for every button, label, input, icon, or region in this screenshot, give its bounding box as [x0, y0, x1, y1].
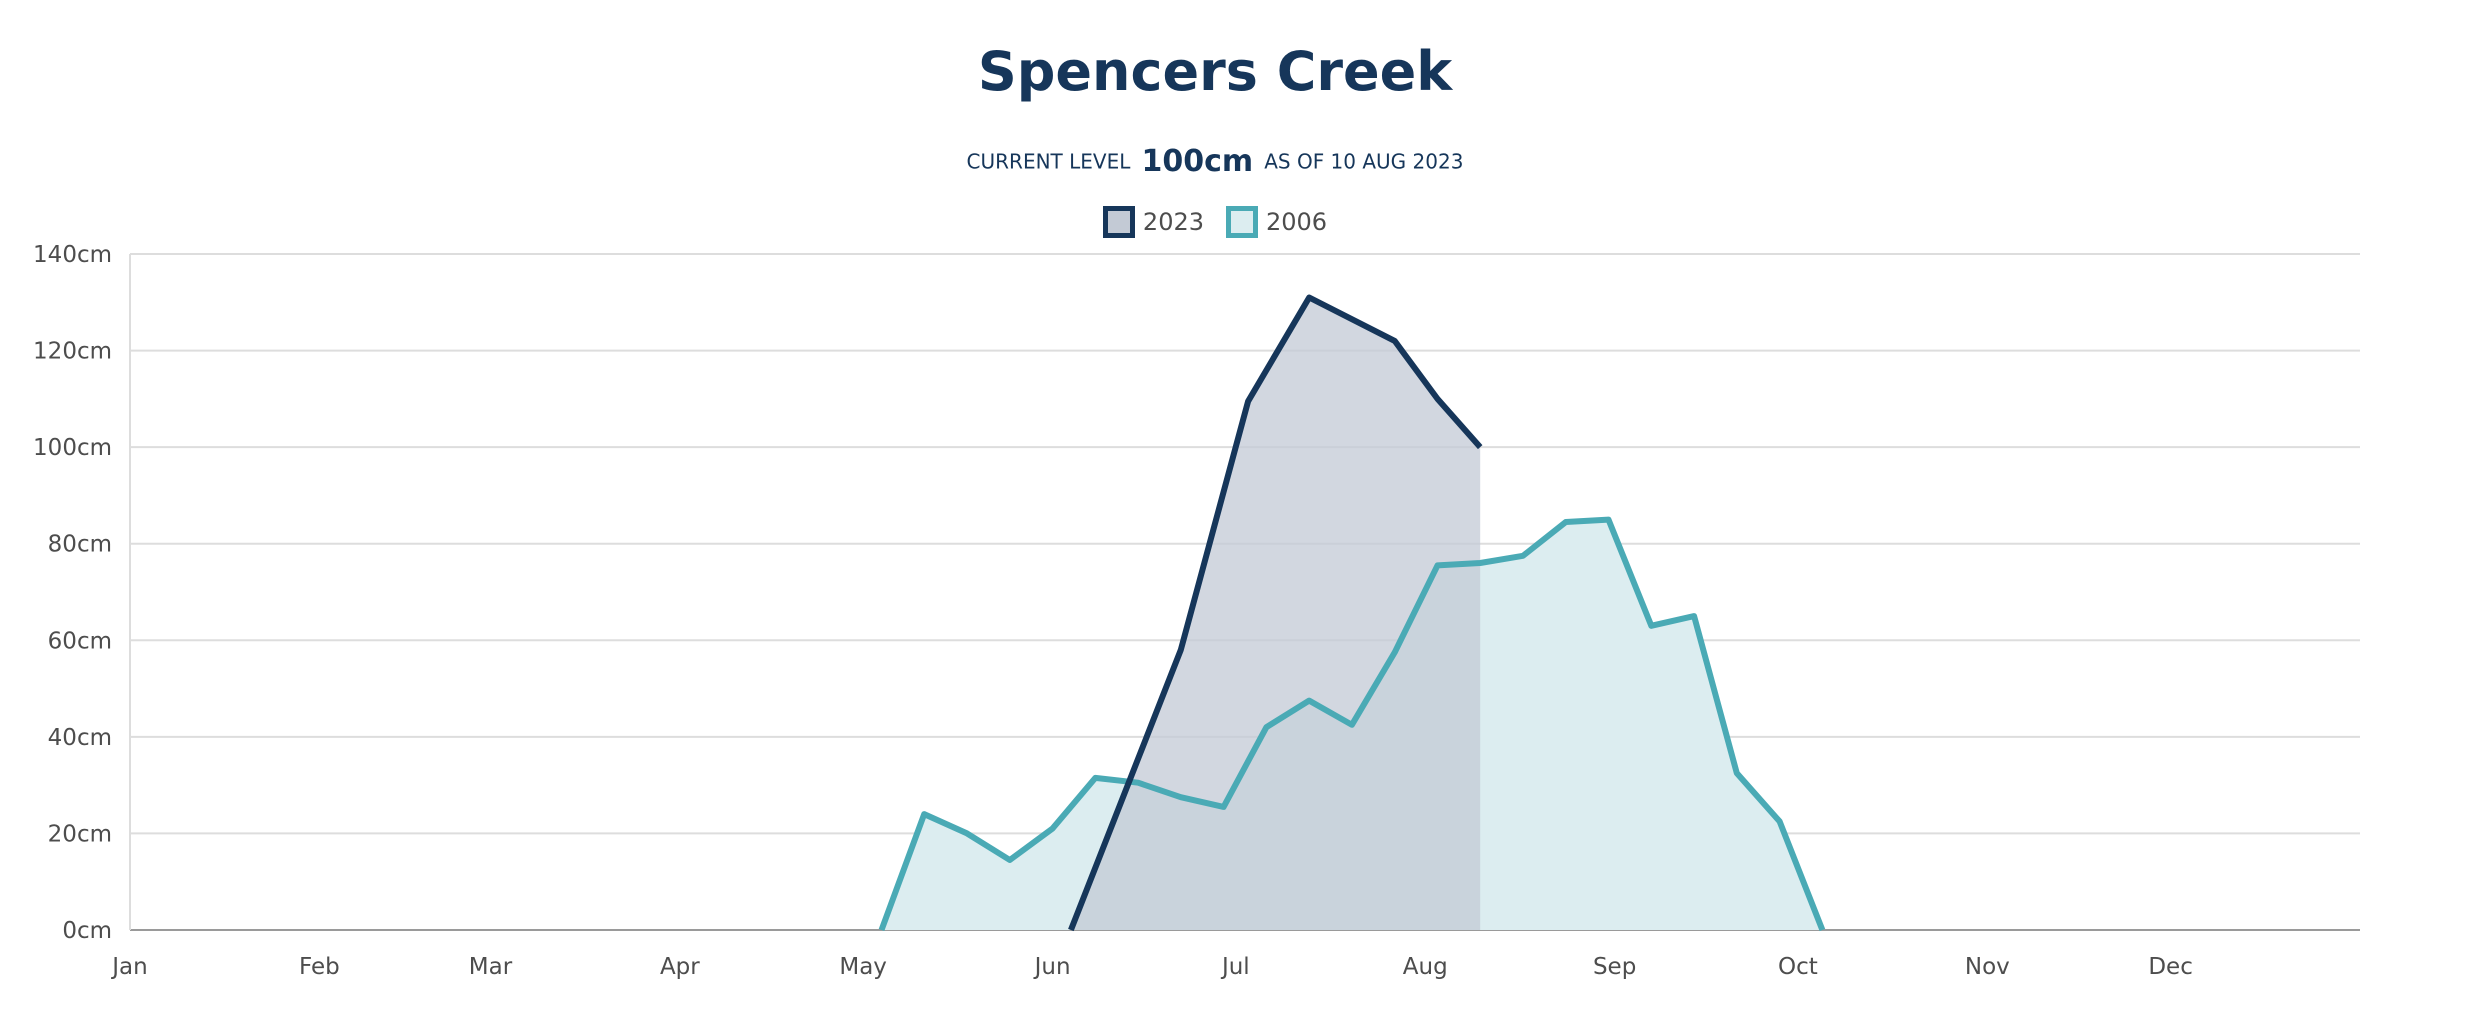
x-tick-label: Jul: [1220, 954, 1250, 980]
legend-swatch-2023: [1102, 206, 1135, 238]
current-level-prefix: CURRENT LEVEL: [966, 149, 1131, 174]
legend-item-2006[interactable]: 2006: [1226, 206, 1327, 238]
chart-series-areas: [881, 297, 1823, 930]
y-tick-label: 40cm: [48, 725, 112, 751]
x-tick-label: Apr: [660, 954, 700, 980]
x-tick-label: Oct: [1778, 954, 1818, 980]
chart-legend: 2023 2006: [0, 206, 2430, 238]
legend-label-2006: 2006: [1266, 208, 1328, 236]
y-tick-label: 80cm: [48, 532, 112, 558]
legend-label-2023: 2023: [1142, 208, 1204, 236]
x-tick-label: Sep: [1593, 954, 1636, 980]
legend-swatch-2006: [1226, 206, 1258, 238]
x-tick-label: Feb: [299, 954, 340, 980]
y-tick-label: 120cm: [33, 339, 112, 365]
y-tick-label: 140cm: [33, 242, 112, 268]
current-level-value: 100cm: [1141, 144, 1254, 179]
y-tick-label: 60cm: [48, 628, 112, 654]
chart-title: Spencers Creek: [977, 40, 1453, 103]
y-tick-label: 0cm: [62, 918, 112, 944]
x-tick-label: May: [839, 954, 887, 980]
current-level-date: AS OF 10 AUG 2023: [1264, 149, 1464, 174]
x-tick-label: Mar: [469, 954, 513, 980]
x-tick-label: Nov: [1965, 954, 2010, 980]
x-tick-label: Jan: [110, 954, 147, 980]
x-tick-label: Aug: [1403, 954, 1448, 980]
current-level-line: CURRENT LEVEL 100cm AS OF 10 AUG 2023: [0, 144, 2430, 179]
y-tick-label: 20cm: [48, 821, 112, 847]
y-tick-label: 100cm: [33, 435, 112, 461]
x-tick-label: Dec: [2148, 954, 2193, 980]
x-tick-label: Jun: [1033, 954, 1071, 980]
series-area-2023: [1070, 297, 1481, 930]
chart-axes: 0cm 20cm 40cm 60cm 80cm 100cm 120cm 140cm Jan Feb…: [33, 242, 2193, 980]
series-line-2023[interactable]: [1068, 294, 1483, 932]
legend-item-2023[interactable]: 2023: [1102, 206, 1204, 238]
series-line-2006[interactable]: [878, 516, 1826, 932]
chart-series-lines: [878, 294, 1826, 932]
